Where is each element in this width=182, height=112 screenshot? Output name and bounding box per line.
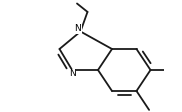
Text: N: N [74, 24, 81, 33]
Text: N: N [69, 69, 76, 78]
